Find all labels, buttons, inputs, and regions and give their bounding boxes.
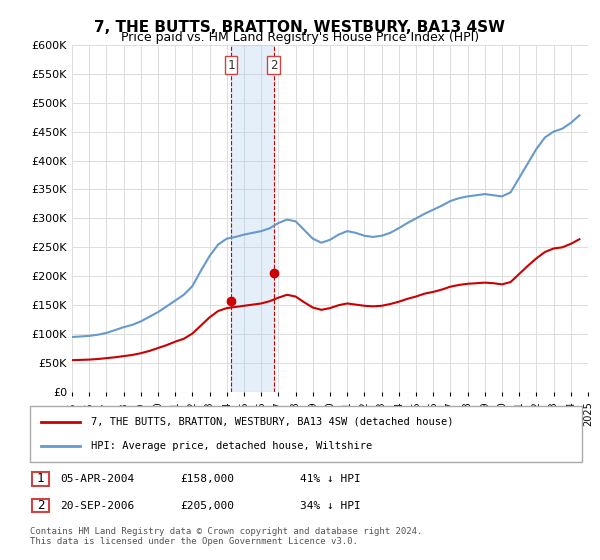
Text: 1: 1	[227, 59, 235, 72]
Text: 2: 2	[270, 59, 277, 72]
Text: 7, THE BUTTS, BRATTON, WESTBURY, BA13 4SW: 7, THE BUTTS, BRATTON, WESTBURY, BA13 4S…	[95, 20, 505, 35]
Text: 05-APR-2004: 05-APR-2004	[60, 474, 134, 484]
FancyBboxPatch shape	[32, 499, 49, 512]
Text: £205,000: £205,000	[180, 501, 234, 511]
Text: 1: 1	[37, 472, 44, 486]
FancyBboxPatch shape	[32, 472, 49, 486]
Text: 41% ↓ HPI: 41% ↓ HPI	[300, 474, 361, 484]
Text: 34% ↓ HPI: 34% ↓ HPI	[300, 501, 361, 511]
Bar	[231, 45, 274, 392]
Text: 7, THE BUTTS, BRATTON, WESTBURY, BA13 4SW (detached house): 7, THE BUTTS, BRATTON, WESTBURY, BA13 4S…	[91, 417, 453, 427]
Text: HPI: Average price, detached house, Wiltshire: HPI: Average price, detached house, Wilt…	[91, 441, 372, 451]
FancyBboxPatch shape	[30, 406, 582, 462]
Text: Contains HM Land Registry data © Crown copyright and database right 2024.
This d: Contains HM Land Registry data © Crown c…	[30, 526, 422, 546]
Text: Price paid vs. HM Land Registry's House Price Index (HPI): Price paid vs. HM Land Registry's House …	[121, 31, 479, 44]
Text: 2: 2	[37, 499, 44, 512]
Text: £158,000: £158,000	[180, 474, 234, 484]
Text: 20-SEP-2006: 20-SEP-2006	[60, 501, 134, 511]
